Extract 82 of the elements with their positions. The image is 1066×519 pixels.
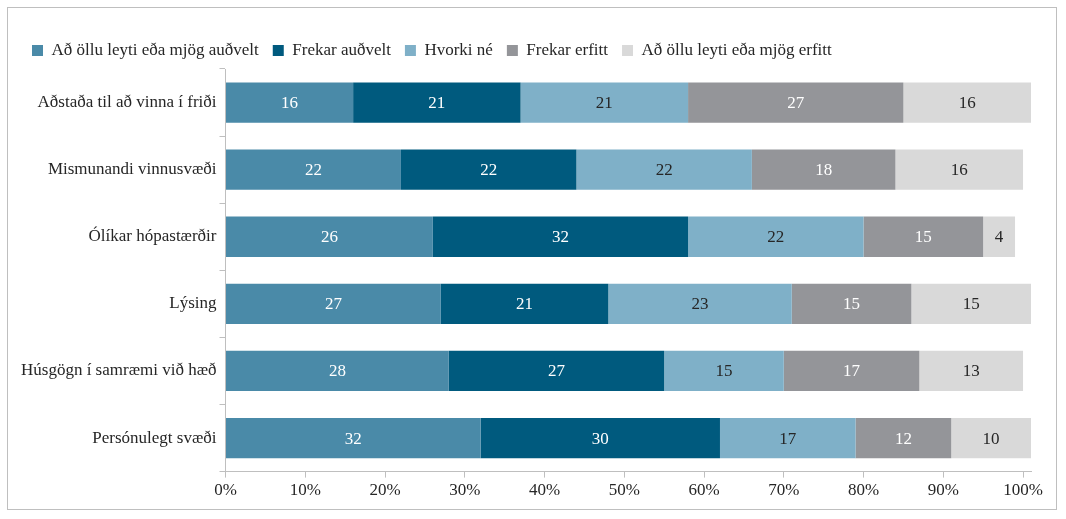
data-label: 15 — [914, 227, 932, 247]
data-label: 22 — [655, 160, 673, 180]
bar — [226, 149, 401, 190]
data-label: 17 — [779, 428, 797, 448]
bar — [688, 82, 904, 123]
data-label: 12 — [894, 428, 912, 448]
bar — [783, 350, 920, 392]
data-label: 26 — [320, 227, 338, 247]
bar — [520, 82, 689, 123]
y-tick-label: Lýsing — [169, 293, 217, 313]
data-label: 22 — [304, 160, 322, 180]
bar — [480, 417, 720, 459]
y-tick-label: Húsgögn í samræmi við hæð — [20, 360, 217, 380]
x-tick-label: 50% — [608, 480, 640, 500]
bar — [226, 216, 433, 257]
bar — [400, 149, 577, 190]
data-label: 27 — [547, 361, 566, 381]
x-tick-label: 100% — [1003, 480, 1043, 500]
bar — [226, 283, 441, 324]
data-label: 27 — [787, 93, 805, 113]
data-label: 13 — [962, 361, 980, 381]
data-label: 32 — [551, 227, 569, 247]
y-tick-label: Aðstaða til að vinna í friði — [37, 92, 217, 112]
bar — [983, 216, 1016, 257]
bar — [226, 82, 354, 123]
data-label: 22 — [767, 227, 785, 247]
bar — [448, 350, 665, 392]
data-label: 28 — [328, 361, 346, 381]
bar — [919, 350, 1024, 392]
bar — [863, 216, 984, 257]
data-label: 10 — [982, 428, 1000, 448]
data-label: 32 — [344, 428, 362, 448]
x-tick-label: 40% — [528, 480, 561, 500]
data-label: 15 — [962, 294, 980, 314]
legend-label: Að öllu leyti eða mjög auðvelt — [51, 39, 260, 59]
data-label: 4 — [994, 227, 1004, 247]
data-label: 17 — [843, 361, 861, 381]
data-label: 16 — [950, 160, 968, 180]
data-label: 23 — [691, 294, 709, 314]
data-label: 27 — [324, 294, 343, 314]
legend-label: Frekar erfitt — [526, 39, 609, 59]
x-tick-label: 90% — [927, 480, 959, 500]
y-tick-label: Ólíkar hópastærðir — [88, 226, 217, 246]
bar — [895, 149, 1024, 190]
bar — [688, 216, 864, 257]
data-label: 15 — [843, 294, 861, 314]
bar — [608, 283, 792, 324]
y-tick-label: Mismunandi vinnusvæði — [47, 159, 217, 179]
legend-label: Frekar auðvelt — [292, 39, 392, 59]
bar — [903, 82, 1031, 123]
x-tick-label: 0% — [214, 480, 237, 500]
data-label: 16 — [958, 93, 976, 113]
x-tick-label: 80% — [847, 480, 880, 500]
data-label: 15 — [715, 361, 733, 381]
x-tick-label: 60% — [688, 480, 720, 500]
bar — [719, 417, 856, 459]
bar — [440, 283, 609, 324]
bar — [353, 82, 521, 123]
bar — [226, 417, 481, 459]
x-tick-label: 70% — [768, 480, 800, 500]
x-tick-label: 30% — [449, 480, 481, 500]
bar — [951, 417, 1031, 459]
bar — [911, 283, 1031, 324]
data-label: 21 — [428, 93, 446, 113]
bar — [432, 216, 689, 257]
y-tick-label: Persónulegt svæði — [92, 427, 217, 447]
x-tick-label: 10% — [289, 480, 321, 500]
data-label: 21 — [516, 294, 534, 314]
bar — [664, 350, 784, 392]
data-label: 21 — [595, 93, 613, 113]
data-label: 30 — [591, 428, 609, 448]
data-label: 22 — [480, 160, 498, 180]
bar — [751, 149, 896, 190]
legend-label: Að öllu leyti eða mjög erfitt — [641, 39, 833, 59]
legend-label: Hvorki né — [424, 39, 493, 59]
bar — [576, 149, 752, 190]
bar — [855, 417, 952, 459]
data-label: 16 — [281, 93, 299, 113]
x-tick-label: 20% — [369, 480, 401, 500]
bar — [226, 350, 449, 392]
bar — [791, 283, 912, 324]
data-label: 18 — [815, 160, 833, 180]
